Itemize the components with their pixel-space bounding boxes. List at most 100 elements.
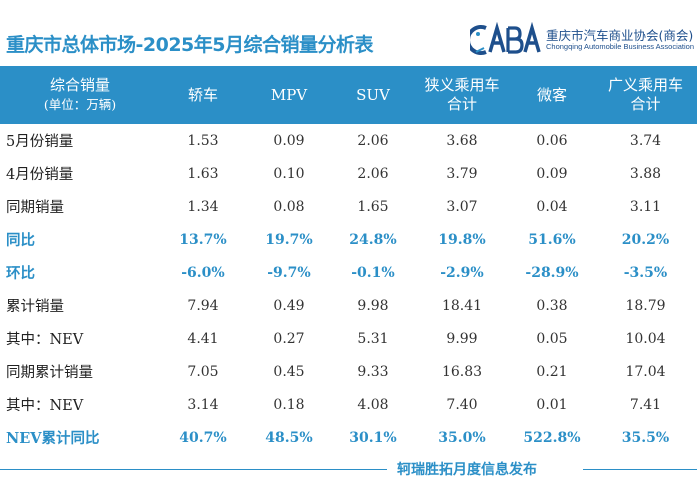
- logo-chinese-name: 重庆市汽车商业协会(商会): [546, 28, 694, 43]
- table-cell: 48.5%: [265, 429, 313, 446]
- table-cell: 3.88: [629, 165, 662, 182]
- row-label: NEV累计同比: [6, 430, 100, 447]
- header-broad-total-sub: 合计: [630, 95, 661, 113]
- table-cell: 19.8%: [438, 231, 486, 248]
- table-header-row: 综合销量 (单位：万辆) 轿车 MPV SUV 狭义乘用车 合计 微客 广义乘用…: [0, 66, 697, 124]
- table-row: 其中：NEV 4.41 0.27 5.31 9.99 0.05 10.04: [0, 322, 697, 355]
- table-cell: 0.08: [273, 198, 305, 215]
- header-broad-total-main: 广义乘用车: [607, 76, 683, 94]
- table-cell: 0.21: [536, 363, 568, 380]
- table-cell: 7.94: [187, 297, 219, 314]
- table-row: 同期销量 1.34 0.08 1.65 3.07 0.04 3.11: [0, 190, 697, 223]
- table-row: 其中：NEV 3.14 0.18 4.08 7.40 0.01 7.41: [0, 388, 697, 421]
- table-cell: 9.99: [446, 330, 478, 347]
- table-cell: 0.01: [536, 396, 568, 413]
- row-label: 累计销量: [6, 299, 64, 315]
- table-cell: 20.2%: [621, 231, 670, 248]
- table-cell: 18.41: [441, 297, 483, 314]
- table-cell: 3.07: [446, 198, 478, 215]
- table-cell: 0.38: [536, 297, 568, 314]
- page-title: 重庆市总体市场-2025年5月综合销量分析表: [6, 34, 374, 56]
- table-row: 环比 -6.0% -9.7% -0.1% -2.9% -28.9% -3.5%: [0, 256, 697, 289]
- table-cell: 2.06: [357, 132, 389, 149]
- header-narrow-total-main: 狭义乘用车: [424, 76, 500, 94]
- table-cell: 4.08: [357, 396, 389, 413]
- table-cell: -3.5%: [623, 264, 668, 281]
- table-cell: 5.31: [357, 330, 389, 347]
- row-label: 5月份销量: [6, 134, 74, 150]
- table-cell: 4.41: [187, 330, 219, 347]
- table-row: NEV累计同比 40.7% 48.5% 30.1% 35.0% 522.8% 3…: [0, 421, 697, 454]
- table-cell: 1.65: [357, 198, 389, 215]
- header-category-label: 综合销量: [49, 76, 110, 94]
- table-cell: 0.09: [273, 132, 305, 149]
- row-label: 4月份销量: [6, 167, 74, 183]
- table-cell: 9.33: [357, 363, 389, 380]
- row-label: 同期销量: [6, 200, 64, 216]
- header-suv: SUV: [356, 85, 390, 104]
- table-row: 累计销量 7.94 0.49 9.98 18.41 0.38 18.79: [0, 289, 697, 322]
- table-cell: 16.83: [441, 363, 483, 380]
- header-minivan: 微客: [536, 85, 567, 104]
- sales-table: 综合销量 (单位：万辆) 轿车 MPV SUV 狭义乘用车 合计 微客 广义乘用…: [0, 66, 697, 454]
- table-cell: -0.1%: [351, 264, 395, 281]
- row-label: 同期累计销量: [6, 365, 93, 381]
- table-cell: 3.74: [629, 132, 662, 149]
- header-narrow-total-sub: 合计: [446, 95, 477, 113]
- table-cell: 0.05: [536, 330, 568, 347]
- table-cell: 7.40: [446, 396, 478, 413]
- footer-divider-right: [583, 469, 697, 470]
- table-cell: 0.49: [273, 297, 305, 314]
- table-cell: 7.05: [187, 363, 219, 380]
- logo-english-name: Chongqing Automobile Business Associatio…: [546, 42, 695, 51]
- table-cell: 10.04: [625, 330, 666, 347]
- table-cell: 51.6%: [528, 231, 576, 248]
- table-cell: 522.8%: [523, 429, 581, 446]
- table-cell: 7.41: [629, 396, 662, 413]
- table-cell: -2.9%: [440, 264, 484, 281]
- table-cell: 0.09: [536, 165, 568, 182]
- association-logo: 重庆市汽车商业协会(商会) Chongqing Automobile Busin…: [470, 22, 694, 58]
- table-cell: 35.5%: [621, 429, 670, 446]
- table-cell: 0.10: [273, 165, 305, 182]
- header-unit-label: (单位：万辆): [43, 97, 117, 112]
- table-cell: 19.7%: [265, 231, 313, 248]
- table-row: 4月份销量 1.63 0.10 2.06 3.79 0.09 3.88: [0, 157, 697, 190]
- table-row: 同期累计销量 7.05 0.45 9.33 16.83 0.21 17.04: [0, 355, 697, 388]
- row-label: 环比: [6, 265, 35, 282]
- table-cell: 30.1%: [349, 429, 397, 446]
- table-cell: -28.9%: [525, 264, 579, 281]
- footer: 轲瑞胜拓月度信息发布: [0, 456, 697, 482]
- footer-publisher: 轲瑞胜拓月度信息发布: [397, 462, 537, 478]
- table-cell: 0.27: [273, 330, 305, 347]
- table-cell: 3.11: [629, 198, 662, 215]
- table-cell: 9.98: [357, 297, 389, 314]
- table-cell: 40.7%: [179, 429, 227, 446]
- table-cell: 17.04: [625, 363, 666, 380]
- footer-divider-left: [0, 469, 387, 470]
- header-category: 综合销量 (单位：万辆): [0, 66, 160, 124]
- header-sedan: 轿车: [187, 85, 218, 104]
- table-cell: 1.53: [187, 132, 219, 149]
- table-cell: 0.06: [536, 132, 568, 149]
- table-cell: -6.0%: [181, 264, 225, 281]
- table-cell: 0.04: [536, 198, 568, 215]
- table-cell: 18.79: [625, 297, 666, 314]
- row-label: 其中：NEV: [6, 332, 84, 348]
- table-cell: 35.0%: [438, 429, 486, 446]
- caba-logo-icon: [470, 22, 541, 55]
- table-row: 同比 13.7% 19.7% 24.8% 19.8% 51.6% 20.2%: [0, 223, 697, 256]
- table-cell: 1.34: [187, 198, 219, 215]
- table-cell: 3.79: [446, 165, 478, 182]
- table-row: 5月份销量 1.53 0.09 2.06 3.68 0.06 3.74: [0, 124, 697, 157]
- table-cell: 2.06: [357, 165, 389, 182]
- header-narrow-total: 狭义乘用车 合计: [414, 66, 510, 124]
- table-cell: 24.8%: [349, 231, 397, 248]
- table-cell: 1.63: [187, 165, 219, 182]
- header-mpv: MPV: [270, 85, 308, 104]
- header: 重庆市总体市场-2025年5月综合销量分析表 重庆市汽车商业协会(商会) Cho…: [0, 0, 697, 66]
- table-cell: 13.7%: [179, 231, 227, 248]
- table-cell: 0.45: [273, 363, 305, 380]
- row-label: 同比: [6, 232, 35, 249]
- table-cell: 0.18: [273, 396, 305, 413]
